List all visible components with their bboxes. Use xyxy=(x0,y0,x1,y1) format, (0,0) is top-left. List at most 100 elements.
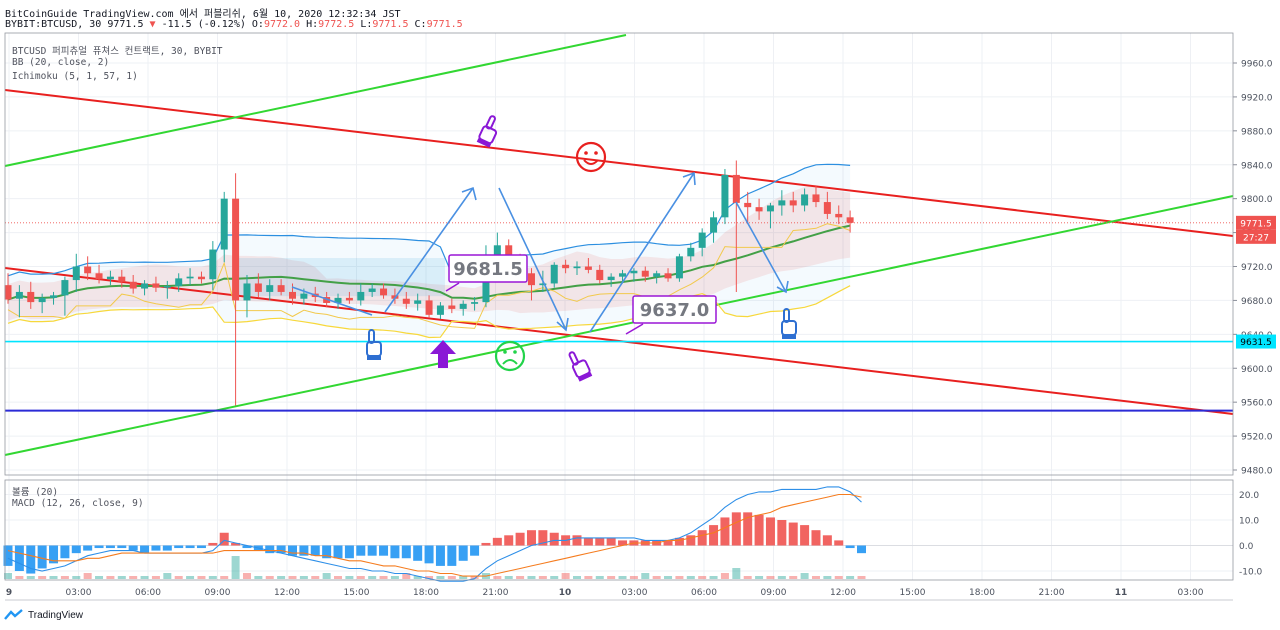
volume-bar xyxy=(345,576,354,579)
candle-body xyxy=(744,202,752,208)
macd-histogram-bar xyxy=(185,545,195,549)
volume-bar xyxy=(595,576,604,579)
volume-bar xyxy=(95,576,104,579)
annotation-box-1-pointer xyxy=(445,282,460,292)
candle-body xyxy=(402,298,410,304)
footer-brand: TradingView xyxy=(28,609,84,621)
y-tick-label: 9600.0 xyxy=(1241,365,1273,375)
x-tick-label: 11 xyxy=(1115,588,1128,598)
high-value: 9772.5 xyxy=(318,19,355,30)
green-trend-upper xyxy=(4,34,627,167)
candle-body xyxy=(243,283,251,301)
candle-body xyxy=(61,280,69,296)
countdown-badge xyxy=(1236,229,1276,244)
legend-volume[interactable]: 볼륨 (20) xyxy=(12,487,59,498)
volume-bar xyxy=(4,573,12,579)
last-price: 9771.5 xyxy=(107,19,144,30)
volume-bar xyxy=(26,576,35,579)
candle-body xyxy=(573,266,581,269)
x-tick-label: 12:00 xyxy=(830,588,856,598)
legend-bb[interactable]: BB (20, close, 2) xyxy=(12,57,110,68)
x-tick-label: 18:00 xyxy=(413,588,439,598)
legend-ichimoku[interactable]: Ichimoku (5, 1, 57, 1) xyxy=(12,71,138,82)
candle-body xyxy=(254,283,262,292)
candle-body xyxy=(471,302,479,304)
volume-bar xyxy=(163,573,172,579)
candle-body xyxy=(380,288,388,296)
y-tick-label: 9880.0 xyxy=(1241,127,1273,137)
candle-body xyxy=(766,205,774,212)
tradingview-logo[interactable]: TradingView xyxy=(4,609,83,621)
candle-body xyxy=(27,291,35,303)
macd-histogram-bar xyxy=(697,530,707,546)
macd-histogram-bar xyxy=(14,545,24,571)
candle-body xyxy=(95,273,103,280)
axes: 9960.09920.09880.09840.09800.09760.09720… xyxy=(4,32,1276,601)
volume-bar xyxy=(573,576,581,579)
close-value: 9771.5 xyxy=(426,19,463,30)
level-price-badge xyxy=(1236,334,1276,349)
macd-histogram-bar xyxy=(731,512,741,546)
macd-histogram-bar xyxy=(299,545,309,556)
sad-face-icon-eye xyxy=(503,350,507,354)
level-price-badge-text: 9631.5 xyxy=(1240,338,1272,348)
y-tick-label: 9920.0 xyxy=(1241,93,1273,103)
macd-histogram-bar xyxy=(231,542,241,546)
macd-histogram-bar xyxy=(151,545,161,551)
green-trend-lower xyxy=(4,195,1234,456)
volume-bar xyxy=(504,576,513,579)
candle-body xyxy=(436,305,444,315)
x-tick-label: 9 xyxy=(6,588,12,598)
candle-body xyxy=(459,303,467,309)
macd-histogram-bar xyxy=(3,545,13,566)
y-tick-label: 9840.0 xyxy=(1241,161,1273,171)
macd-histogram-bar xyxy=(720,517,730,546)
drawings: 9681.5 9637.0 xyxy=(291,115,797,382)
x-tick-label: 09:00 xyxy=(205,588,231,598)
x-tick-label: 21:00 xyxy=(1039,588,1065,598)
candle-body xyxy=(641,270,649,277)
candle-body xyxy=(778,200,786,206)
sad-face-icon-eye xyxy=(513,350,517,354)
last-price-badge xyxy=(1236,215,1276,230)
hand-pointer-icon-finger xyxy=(485,115,496,130)
macd-histogram-bar xyxy=(458,545,468,561)
blue-arrow-2 xyxy=(498,187,567,331)
macd-histogram-bar xyxy=(800,525,810,546)
y-tick-label: 9800.0 xyxy=(1241,195,1273,205)
macd-pane-frame xyxy=(4,479,1234,581)
macd-histogram-bar xyxy=(424,545,434,564)
volume-bar xyxy=(140,576,149,579)
legend-main[interactable]: BTCUSD 퍼피츄얼 퓨쳐스 컨트랙트, 30, BYBIT xyxy=(12,46,223,57)
purple-up-arrow-icon xyxy=(430,340,456,368)
hand-pointer-icon-cuff xyxy=(782,335,796,339)
bb-basis-line xyxy=(7,224,851,301)
macd-histogram-bar xyxy=(379,545,389,556)
volume-bar xyxy=(277,576,286,579)
volume-bar xyxy=(129,576,138,579)
macd-histogram-bar xyxy=(663,540,673,546)
volume-bar xyxy=(561,573,570,579)
candle-body xyxy=(493,245,501,255)
volume-bar xyxy=(311,576,320,579)
volume-bar xyxy=(459,576,468,579)
candle-body xyxy=(152,283,160,288)
candle-body xyxy=(721,174,729,218)
blue-arrow-4 xyxy=(735,201,787,293)
signal-line xyxy=(7,493,862,577)
candle-body xyxy=(596,269,604,281)
volume-bar xyxy=(618,576,627,579)
annotation-box-2-text: 9637.0 xyxy=(640,300,709,321)
macd-histogram-bar xyxy=(686,535,696,546)
candle-body xyxy=(687,247,695,257)
macd-histogram-bar xyxy=(743,512,753,546)
macd-histogram-bar xyxy=(754,514,764,546)
price-change: -11.5 (-0.12%) xyxy=(161,19,246,30)
last-price-badge-text: 9771.5 xyxy=(1240,219,1272,229)
volume-bar xyxy=(402,573,411,579)
macd-histogram-bar xyxy=(765,517,775,546)
y-tick-label: 9520.0 xyxy=(1241,433,1273,443)
legend-macd[interactable]: MACD (12, 26, close, 9) xyxy=(12,498,144,509)
candle-body xyxy=(732,174,740,203)
